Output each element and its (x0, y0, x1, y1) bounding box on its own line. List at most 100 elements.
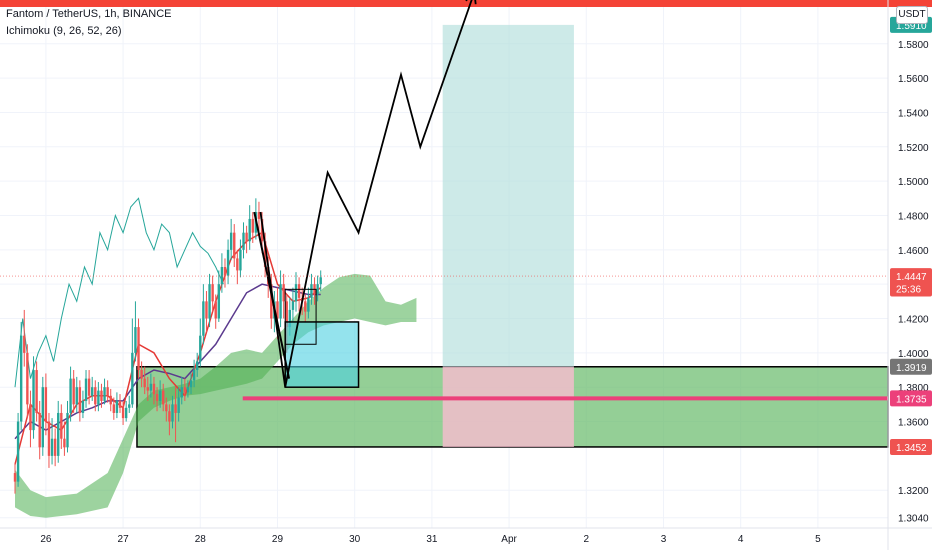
candle-body (158, 390, 162, 401)
target-zone (442, 24, 574, 367)
candle-body (260, 218, 264, 242)
candles (13, 198, 322, 494)
candle-body (239, 249, 242, 271)
candle-body (294, 284, 298, 302)
y-tick-label: 1.5200 (898, 143, 929, 154)
price-label-bg (890, 438, 932, 455)
candle-body (53, 438, 57, 456)
candle-body (87, 378, 91, 396)
indicator-legend[interactable]: Ichimoku (9, 26, 52, 26) (6, 25, 122, 37)
candle-body (106, 387, 109, 396)
candle-body (152, 383, 156, 395)
arrow-head (465, 0, 477, 5)
price-label-text: 1.4447 (896, 272, 927, 283)
candle-body (91, 387, 94, 396)
candle-body (245, 232, 248, 242)
candle-body (109, 395, 112, 405)
candle-body (162, 390, 165, 405)
candle-body (195, 361, 199, 371)
candle-body (72, 378, 75, 405)
candle-body (226, 249, 230, 276)
x-tick-label: 3 (661, 534, 667, 545)
x-tick-label: 2 (583, 534, 589, 545)
candle-body (84, 378, 88, 401)
y-tick-label: 1.4800 (898, 211, 929, 222)
candle-body (97, 390, 100, 405)
price-label-text: 1.3452 (896, 443, 927, 454)
y-tick-label: 1.5000 (898, 177, 929, 188)
candle-body (217, 284, 221, 319)
symbol-title: Fantom / TetherUS, 1h, BINANCE (6, 8, 172, 20)
candle-body (208, 284, 211, 319)
candle-body (112, 404, 116, 413)
currency-label[interactable]: USDT (896, 6, 928, 24)
candle-body (220, 267, 224, 285)
x-tick-label: 4 (738, 534, 744, 545)
cloud-area (15, 273, 417, 518)
candle-body (304, 301, 307, 312)
candle-body (285, 301, 288, 328)
candle-body (174, 404, 177, 413)
cyan-box (284, 321, 360, 388)
candle-body (29, 404, 32, 431)
candle-body (75, 387, 78, 405)
candle-body (192, 370, 196, 381)
y-tick-label: 1.3040 (898, 514, 929, 525)
small-box (284, 288, 317, 345)
candle-body (60, 412, 63, 439)
candle-body (202, 301, 205, 336)
candle-body (307, 297, 310, 312)
candle-body (251, 218, 254, 233)
candle-body (50, 438, 54, 456)
candle-body (316, 284, 319, 295)
candle-body (236, 258, 239, 271)
y-tick-label: 1.3800 (898, 383, 929, 394)
candle-body (94, 387, 97, 405)
candle-body (183, 387, 187, 393)
price-label-text: 25:36 (896, 284, 921, 295)
price-label-text: 1.3919 (896, 363, 927, 374)
y-tick-label: 1.5600 (898, 74, 929, 85)
candle-body (128, 404, 131, 408)
candle-body (63, 438, 66, 448)
lagging-span-line (14, 197, 224, 388)
y-tick-label: 1.4600 (898, 246, 929, 257)
candle-body (66, 412, 69, 448)
y-tick-label: 1.3200 (898, 486, 929, 497)
candle-body (279, 284, 282, 319)
candle-body (44, 387, 48, 422)
price-axis[interactable]: 1.30401.32001.34501.36001.38001.40001.42… (887, 0, 929, 550)
x-tick-label: 31 (426, 534, 438, 545)
candle-body (103, 387, 106, 401)
candle-body (186, 387, 190, 393)
candle-body (124, 407, 128, 419)
x-tick-label: 28 (195, 534, 207, 545)
candle-body (165, 404, 168, 412)
price-label-text: 1.3735 (896, 394, 927, 405)
forecast-path (259, 0, 473, 388)
candle-body (180, 387, 183, 398)
top-red-line (0, 0, 932, 7)
stop-zone (442, 366, 574, 447)
candle-body (310, 284, 313, 298)
candle-body (189, 380, 193, 388)
price-label-bg (890, 280, 932, 297)
candle-body (276, 301, 279, 319)
candle-body (257, 212, 261, 219)
candle-body (214, 301, 217, 319)
candle-body (115, 400, 119, 413)
candle-body (121, 407, 125, 419)
price-label-bg (890, 390, 932, 407)
candle-body (38, 412, 41, 448)
candle-body (288, 309, 292, 328)
candle-body (26, 352, 29, 405)
candle-body (223, 267, 227, 276)
y-tick-label: 1.5800 (898, 40, 929, 51)
price-label-bg (890, 358, 932, 375)
candle-body (23, 335, 26, 353)
candle-body (177, 397, 180, 413)
candle-body (270, 284, 273, 319)
x-tick-label: 29 (272, 534, 284, 545)
time-axis[interactable]: 26 27 28 29 30 31 Apr 2 3 4 5 (0, 527, 932, 545)
